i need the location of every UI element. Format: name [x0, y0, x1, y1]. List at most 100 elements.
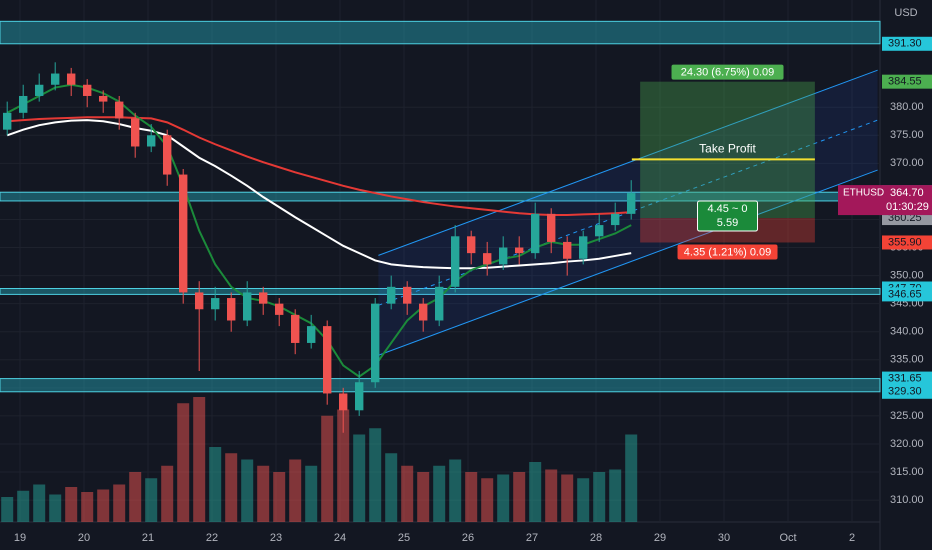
price-marker-label: 329.30: [888, 386, 922, 398]
zone: [0, 20, 881, 45]
x-tick-label: 20: [78, 532, 90, 544]
candle-body: [579, 236, 588, 259]
price-marker-label: 391.30: [888, 38, 922, 50]
volume-bar: [417, 472, 430, 522]
y-tick-label: 380.00: [890, 101, 924, 113]
candle-body: [563, 241, 572, 259]
symbol-name: ETHUSD: [843, 188, 884, 199]
volume-bar: [241, 459, 254, 522]
target-label-bg: [671, 64, 784, 80]
volume-bar: [465, 472, 478, 522]
stop-label: 4.35 (1.21%) 0.09: [684, 246, 771, 258]
volume-bar: [529, 462, 542, 522]
volume-bar: [257, 465, 270, 522]
volume-bar: [193, 397, 206, 522]
y-tick-label: 335.00: [890, 354, 924, 366]
candle-body: [179, 174, 188, 293]
currency-label: USD: [894, 7, 917, 19]
take-profit-label: Take Profit: [699, 142, 756, 156]
volume-bar: [353, 434, 366, 522]
volume-bar: [593, 472, 606, 522]
mid-label-bg: [697, 200, 759, 232]
volume-bar: [1, 497, 14, 522]
volume-bar: [577, 478, 590, 522]
candle-body: [195, 292, 204, 310]
candle-body: [35, 84, 44, 96]
x-tick-label: 28: [590, 532, 602, 544]
volume-bar: [289, 459, 302, 522]
price-marker: [882, 287, 932, 302]
candle-body: [291, 314, 300, 343]
candle-body: [595, 225, 604, 237]
x-tick-label: 29: [654, 532, 666, 544]
candle-body: [419, 303, 428, 321]
moving-average: [6, 119, 632, 270]
volume-bar: [513, 472, 526, 522]
volume-bar: [113, 484, 126, 522]
candle-body: [275, 303, 284, 315]
candle-body: [515, 247, 524, 254]
volume-bar: [449, 459, 462, 522]
y-tick-label: 325.00: [890, 410, 924, 422]
price-marker-label: 384.55: [888, 76, 922, 88]
price-marker-label: 346.65: [888, 288, 922, 300]
mid-sublabel: 5.59: [717, 217, 738, 229]
volume-bar: [385, 453, 398, 522]
volume-bar: [337, 409, 350, 522]
x-tick-label: 26: [462, 532, 474, 544]
candle-body: [627, 193, 636, 214]
y-tick-label: 310.00: [890, 494, 924, 506]
candle-body: [339, 393, 348, 411]
candle-body: [67, 73, 76, 85]
volume-bar: [625, 434, 638, 522]
x-tick-label: 23: [270, 532, 282, 544]
volume-bar: [433, 465, 446, 522]
x-tick-label: 25: [398, 532, 410, 544]
volume-bar: [65, 487, 78, 522]
countdown: 01:30:29: [886, 201, 929, 213]
x-tick-label: 30: [718, 532, 730, 544]
target-zone: [640, 81, 815, 219]
volume-bar: [17, 490, 30, 522]
candle-body: [227, 298, 236, 321]
price-marker: [882, 371, 932, 386]
price-marker-label: 355.90: [888, 236, 922, 248]
candle-body: [211, 298, 220, 310]
volume-bar: [225, 453, 238, 522]
candle-body: [387, 286, 396, 304]
candle-body: [51, 73, 60, 85]
volume-bar: [497, 474, 510, 522]
candle-body: [371, 303, 380, 383]
symbol-tag-bg: [838, 185, 932, 216]
volume-bar: [481, 478, 494, 522]
candle-body: [355, 382, 364, 411]
candle-body: [99, 95, 108, 102]
stop-label-bg: [677, 244, 778, 260]
y-tick-label: 340.00: [890, 326, 924, 338]
zone: [0, 378, 881, 393]
candle-body: [307, 326, 316, 343]
price-marker: [882, 36, 932, 51]
candle-body: [403, 286, 412, 304]
volume-bar: [561, 474, 574, 522]
candle-body: [467, 236, 476, 254]
x-tick-label: 27: [526, 532, 538, 544]
target-label: 24.30 (6.75%) 0.09: [681, 67, 775, 79]
candle-body: [3, 112, 12, 130]
candle-body: [147, 135, 156, 147]
mid-label: 4.45 ~ 0: [707, 203, 747, 215]
volume-bar: [177, 403, 190, 522]
volume-bar: [49, 494, 62, 522]
volume-bar: [97, 489, 110, 522]
volume-bar: [129, 472, 142, 522]
x-tick-label: Oct: [779, 532, 796, 544]
x-tick-label: 22: [206, 532, 218, 544]
candle-body: [499, 247, 508, 265]
price-marker-label: 331.65: [888, 372, 922, 384]
x-tick-label: 24: [334, 532, 346, 544]
candle-body: [19, 95, 28, 113]
volume-bar: [305, 465, 318, 522]
candle-body: [83, 84, 92, 96]
